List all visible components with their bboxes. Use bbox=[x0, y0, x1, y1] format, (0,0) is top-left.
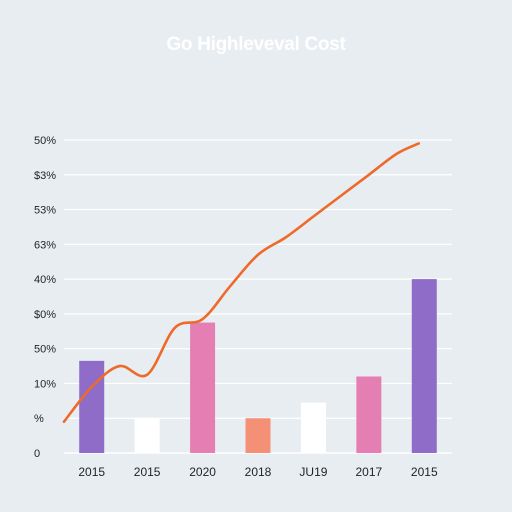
y-tick-label: $3% bbox=[34, 170, 56, 182]
y-tick-label: % bbox=[34, 413, 44, 425]
bar bbox=[356, 376, 382, 453]
bar bbox=[245, 418, 271, 453]
y-tick-label: 50% bbox=[34, 344, 56, 356]
y-tick-label: 53% bbox=[34, 205, 56, 217]
x-tick-label: JU19 bbox=[299, 465, 327, 479]
x-tick-label: 2015 bbox=[134, 465, 161, 479]
y-tick-label: 10% bbox=[34, 378, 56, 390]
bar bbox=[134, 418, 160, 453]
bar bbox=[79, 360, 105, 453]
x-tick-label: 2015 bbox=[411, 465, 438, 479]
y-tick-label: 50% bbox=[34, 135, 56, 147]
chart-title: Go Highleveval Cost bbox=[166, 34, 346, 55]
x-tick-label: 2017 bbox=[356, 465, 383, 479]
x-tick-label: 2018 bbox=[245, 465, 272, 479]
x-tick-label: 2015 bbox=[78, 465, 105, 479]
x-tick-label: 2020 bbox=[189, 465, 216, 479]
y-tick-label: $0% bbox=[34, 309, 56, 321]
trend-line bbox=[62, 142, 421, 423]
y-tick-label: 40% bbox=[34, 274, 56, 286]
bar bbox=[411, 279, 437, 453]
bar bbox=[190, 322, 216, 453]
y-tick-label: 0 bbox=[34, 448, 40, 460]
y-tick-label: 63% bbox=[34, 239, 56, 251]
bar bbox=[300, 402, 326, 453]
